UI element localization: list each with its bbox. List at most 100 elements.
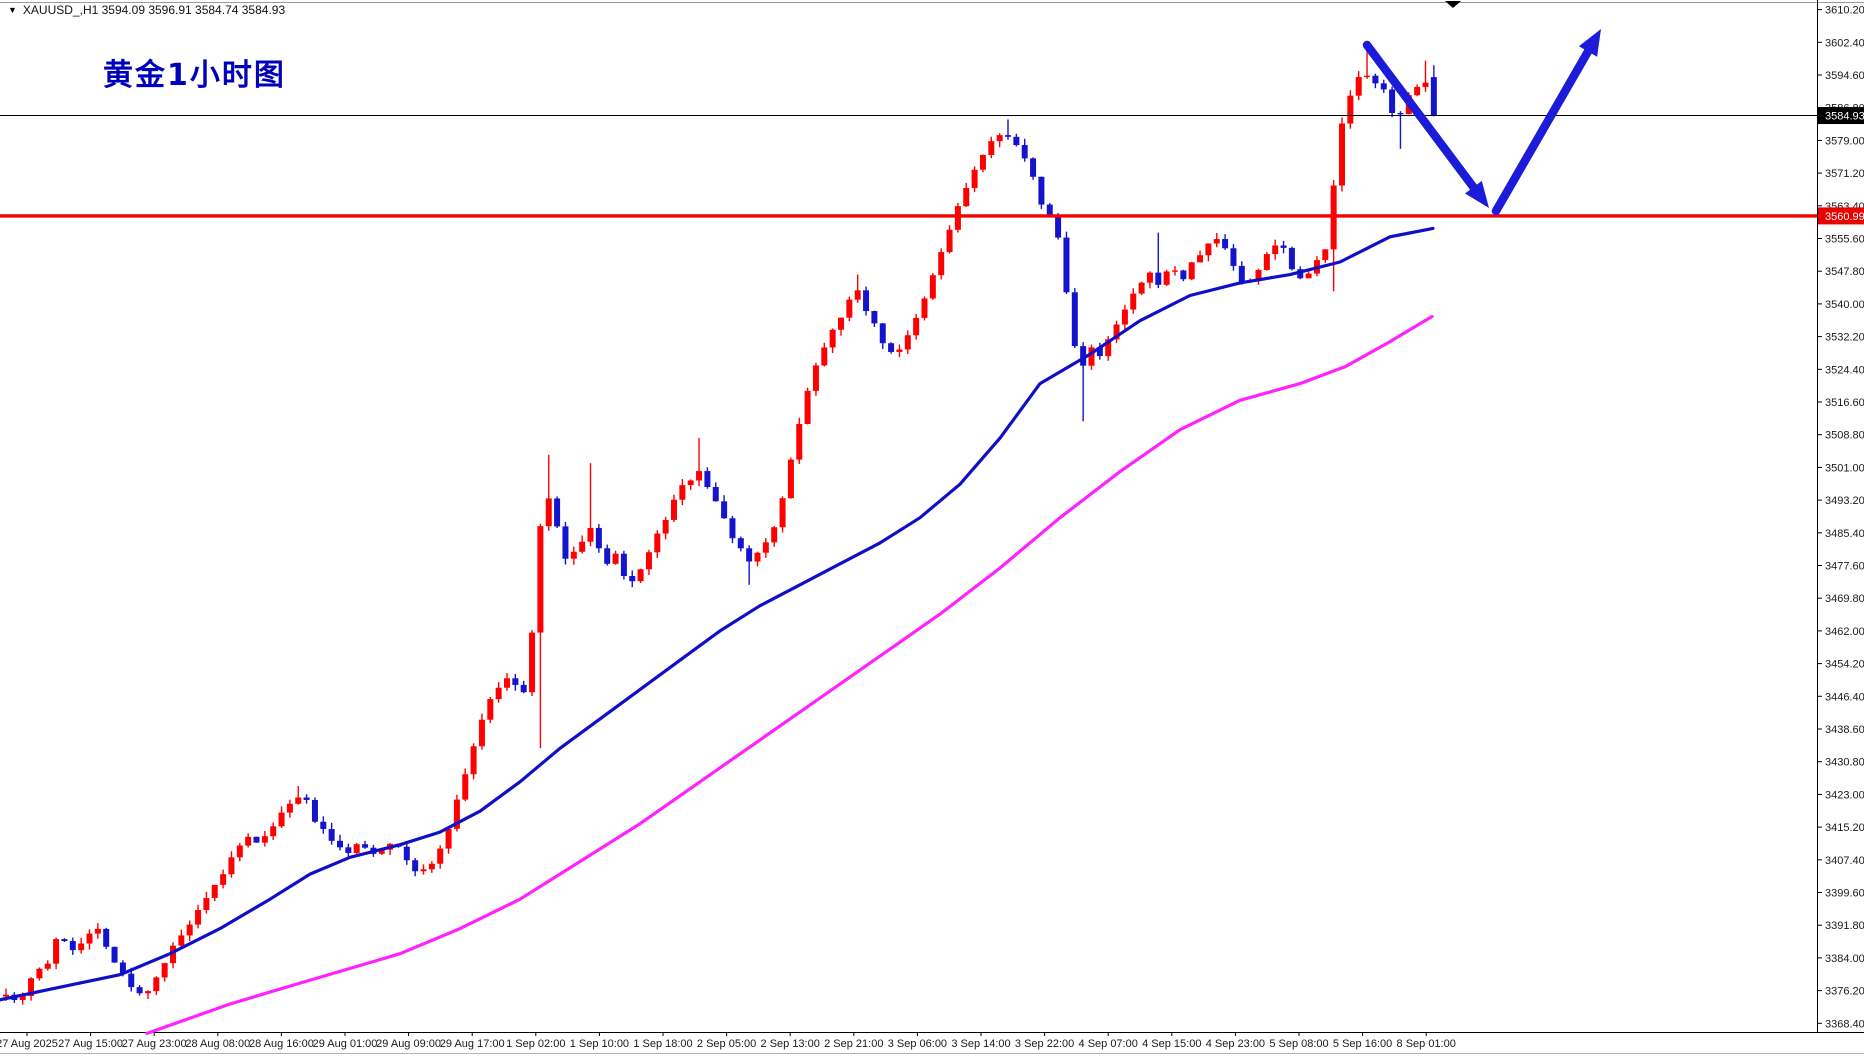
time-tick-label: 2 Sep 21:00: [824, 1038, 883, 1050]
chart-title-annotation[interactable]: 黄金1小时图: [103, 58, 286, 93]
candle-body: [629, 576, 636, 582]
time-tick-label: 28 Aug 16:00: [249, 1038, 314, 1050]
candle-body: [136, 987, 143, 994]
candle-body: [554, 498, 561, 527]
candle-body: [161, 963, 168, 978]
price-tick-label: 3399.60: [1825, 887, 1864, 899]
candle-body: [838, 317, 844, 330]
forecast-arrow[interactable]: [1362, 29, 1601, 216]
moving-averages-layer: [0, 226, 1435, 1035]
candle-body: [1238, 265, 1245, 283]
price-tick-label: 3493.20: [1825, 495, 1864, 507]
candle-body: [1355, 77, 1362, 96]
candle-body: [303, 797, 310, 800]
price-tick-label: 3555.60: [1825, 233, 1864, 245]
candle-body: [913, 317, 920, 336]
candle-body: [1339, 123, 1345, 186]
candle-body: [1230, 248, 1237, 266]
time-tick-label: 8 Sep 01:00: [1397, 1038, 1456, 1050]
candle-body: [19, 995, 26, 1001]
candle-body: [1138, 282, 1145, 294]
candle-body: [253, 836, 260, 843]
candle-body: [111, 946, 118, 963]
candle-body: [587, 527, 594, 542]
candle-body: [979, 154, 986, 170]
candle-body: [1305, 273, 1312, 279]
candle-body: [796, 424, 803, 460]
scroll-to-end-marker-icon[interactable]: [1445, 1, 1461, 8]
candle-body: [1380, 83, 1387, 90]
candle-body: [128, 973, 135, 988]
candle-body: [1188, 262, 1195, 280]
candle-body: [1021, 145, 1028, 159]
candle-body: [612, 553, 619, 564]
candle-body: [779, 498, 786, 528]
candle-body: [362, 844, 369, 848]
candle-body: [929, 275, 936, 299]
candle-body: [153, 977, 160, 992]
time-tick-label: 29 Aug 01:00: [313, 1038, 378, 1050]
time-tick-label: 29 Aug 17:00: [440, 1038, 505, 1050]
candle-body: [637, 569, 644, 582]
price-tick-label: 3501.00: [1825, 462, 1864, 474]
horizontal-lines-layer[interactable]: [0, 115, 1817, 218]
time-tick-label: 1 Sep 10:00: [570, 1038, 629, 1050]
candle-body: [1422, 82, 1429, 87]
candle-body: [687, 480, 694, 486]
candle-body: [854, 290, 861, 300]
price-tick-label: 3516.60: [1825, 397, 1864, 409]
candle-body: [1046, 204, 1053, 218]
candle-body: [28, 978, 35, 996]
price-tick-label: 3438.60: [1825, 724, 1864, 736]
candle-body: [1389, 89, 1396, 114]
candle-body: [220, 874, 227, 885]
candle-body: [863, 290, 870, 312]
candle-body: [545, 498, 552, 527]
time-tick-label: 3 Sep 06:00: [888, 1038, 947, 1050]
time-tick-label: 3 Sep 22:00: [1015, 1038, 1074, 1050]
candle-body: [988, 141, 995, 155]
price-tick-label: 3391.80: [1825, 920, 1864, 932]
candle-body: [203, 897, 210, 911]
candle-body: [879, 323, 886, 344]
candle-body: [804, 390, 811, 425]
candle-body: [1205, 243, 1212, 256]
candle-body: [428, 863, 435, 870]
price-tick-label: 3423.00: [1825, 789, 1864, 801]
candle-body: [1130, 293, 1137, 310]
candle-body: [470, 746, 477, 775]
candle-body: [1146, 272, 1153, 283]
candle-body: [1280, 245, 1287, 248]
candle-body: [1088, 347, 1095, 366]
price-tick-label: 3532.20: [1825, 332, 1864, 344]
candle-body: [570, 551, 577, 559]
candle-body: [1222, 239, 1229, 249]
symbol-ohlc-bar: ▼ XAUUSD_,H1 3594.09 3596.91 3584.74 358…: [8, 3, 285, 17]
candle-body: [270, 826, 277, 837]
candle-body: [337, 840, 343, 848]
candle-body: [412, 860, 419, 872]
candle-body: [1263, 254, 1270, 270]
candle-body: [453, 799, 460, 829]
candle-body: [963, 188, 970, 207]
candle-body: [311, 799, 318, 822]
symbol-dropdown-icon[interactable]: ▼: [8, 4, 17, 15]
support-line-badge-label: 3560.99: [1825, 211, 1864, 223]
candle-body: [787, 459, 794, 499]
candle-body: [495, 687, 502, 700]
candle-body: [938, 252, 945, 276]
candle-body: [86, 933, 93, 944]
candle-body: [178, 935, 185, 946]
candle-body: [236, 845, 243, 858]
candle-body: [1288, 247, 1295, 270]
candle-body: [996, 135, 1003, 142]
candle-body: [1397, 113, 1404, 115]
candle-body: [261, 836, 268, 843]
candle-body: [420, 869, 427, 872]
candle-body: [437, 848, 444, 864]
candle-body: [1080, 346, 1087, 366]
arrow-shaft: [1362, 40, 1478, 192]
slow-ma-line: [145, 314, 1434, 1035]
